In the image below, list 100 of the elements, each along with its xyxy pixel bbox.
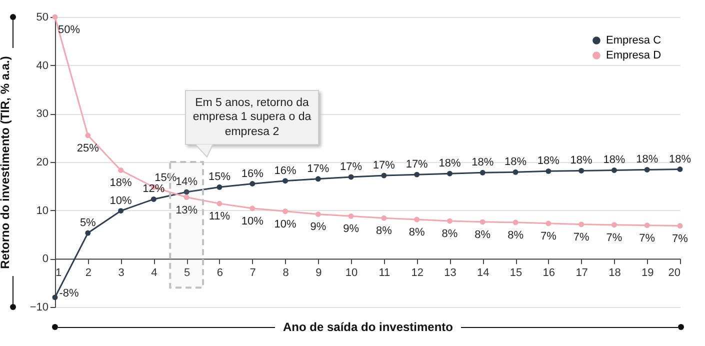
point xyxy=(315,176,321,182)
point xyxy=(348,174,354,180)
data-label: 14% xyxy=(176,176,198,188)
y-axis-title: Retorno do investimento (TIR, % a.a.) xyxy=(0,56,12,269)
point xyxy=(282,208,288,214)
data-label: 5% xyxy=(80,217,96,230)
y-tick-label: 10 xyxy=(36,204,48,217)
x-tick-label: 7 xyxy=(250,267,256,280)
data-label: 9% xyxy=(310,221,326,234)
point xyxy=(184,189,190,195)
data-label: 10% xyxy=(110,194,132,207)
data-label: 8% xyxy=(376,225,392,238)
point xyxy=(282,178,288,184)
point xyxy=(480,170,486,176)
data-label: 18% xyxy=(504,156,527,168)
y-tick-label: 30 xyxy=(36,108,48,120)
x-tick-label: 12 xyxy=(411,267,424,280)
point xyxy=(250,181,256,186)
data-label: 8% xyxy=(408,226,426,239)
data-label: 12% xyxy=(142,183,165,196)
data-label: 25% xyxy=(76,142,100,154)
point xyxy=(480,219,486,225)
x-tick-label: 16 xyxy=(542,267,556,280)
point xyxy=(118,208,124,214)
point xyxy=(546,220,552,226)
x-tick-label: 6 xyxy=(216,267,224,280)
legend-label: Empresa C xyxy=(606,34,662,46)
point xyxy=(52,294,58,300)
point xyxy=(118,167,124,173)
point xyxy=(644,167,650,172)
point xyxy=(315,211,321,217)
x-tick-label: 17 xyxy=(576,267,588,280)
data-label: 7% xyxy=(606,232,622,244)
x-tick-label: 4 xyxy=(151,267,158,280)
point xyxy=(184,194,190,200)
point xyxy=(414,216,420,222)
point xyxy=(85,230,91,236)
x-tick-label: 18 xyxy=(608,267,621,280)
data-label: 10% xyxy=(274,218,296,230)
point xyxy=(381,215,387,221)
x-axis-title: Ano de saída do investimento xyxy=(282,320,454,334)
legend-label: Empresa D xyxy=(606,50,662,62)
y-tick-label: 20 xyxy=(36,156,48,168)
data-label: 18% xyxy=(603,154,626,166)
point xyxy=(447,170,452,176)
point xyxy=(611,167,617,173)
point xyxy=(250,206,256,212)
x-tick-label: 8 xyxy=(282,267,289,280)
point xyxy=(611,222,617,228)
x-tick-label: 10 xyxy=(345,267,358,280)
point xyxy=(512,169,518,175)
y-tick-label: 0 xyxy=(42,253,48,266)
point xyxy=(644,222,650,228)
point xyxy=(216,184,222,190)
point xyxy=(216,200,222,206)
data-label: 18% xyxy=(110,177,132,190)
data-label: 15% xyxy=(208,171,231,184)
point xyxy=(546,168,552,174)
data-label: 8% xyxy=(474,228,491,241)
data-label: 17% xyxy=(340,160,362,173)
y-tick-label: 50 xyxy=(36,12,48,24)
point xyxy=(85,132,91,138)
data-label: 18% xyxy=(636,154,658,166)
point xyxy=(348,213,354,219)
data-label: 8% xyxy=(508,229,524,242)
y-tick-label: 40 xyxy=(36,60,48,72)
data-label: -8% xyxy=(59,287,79,300)
x-tick-label: 1 xyxy=(56,267,62,280)
point xyxy=(578,168,584,174)
data-label: 7% xyxy=(672,232,688,245)
point xyxy=(512,220,518,226)
x-tick-label: 20 xyxy=(668,267,680,280)
point xyxy=(447,218,452,224)
data-label: 50% xyxy=(58,24,80,36)
data-label: 18% xyxy=(438,158,461,170)
annotation: Em 5 anos, retorno da empresa 1 supera o da empresa 2 xyxy=(185,90,319,146)
x-tick-label: 9 xyxy=(316,267,322,280)
data-label: 18% xyxy=(537,155,560,168)
data-label: 18% xyxy=(570,154,593,167)
x-tick-label: 14 xyxy=(477,267,490,280)
data-label: 17% xyxy=(307,162,330,175)
data-label: 17% xyxy=(406,158,428,171)
data-label: 10% xyxy=(241,215,264,228)
data-label: 8% xyxy=(442,228,458,240)
x-tick-label: 15 xyxy=(510,267,522,280)
data-label: 18% xyxy=(668,153,692,166)
x-tick-label: 19 xyxy=(641,267,654,280)
y-tick-label: −10 xyxy=(30,302,48,314)
data-label: 18% xyxy=(472,156,494,169)
x-tick-label: 13 xyxy=(444,267,456,280)
data-label: 7% xyxy=(540,230,557,242)
point xyxy=(578,222,584,228)
data-label: 11% xyxy=(208,210,230,223)
x-tick-label: 5 xyxy=(184,267,190,280)
data-label: 9% xyxy=(343,223,360,236)
data-label: 7% xyxy=(639,232,656,244)
x-tick-label: 2 xyxy=(85,267,92,280)
point xyxy=(677,223,683,229)
x-tick-label: 3 xyxy=(118,267,124,280)
point xyxy=(414,172,420,178)
